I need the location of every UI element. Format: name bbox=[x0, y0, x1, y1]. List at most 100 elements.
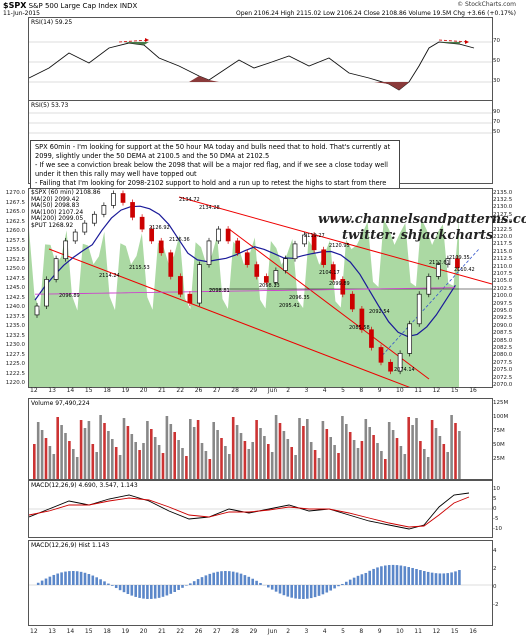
hist-bar bbox=[411, 567, 414, 585]
candle-body bbox=[349, 293, 355, 310]
hist-bar bbox=[161, 585, 165, 597]
hist-axis-0: 0 bbox=[493, 584, 497, 590]
candle-body bbox=[426, 276, 432, 295]
candle-body bbox=[359, 308, 365, 331]
volume-bar bbox=[395, 438, 399, 479]
hist-bar bbox=[185, 585, 188, 586]
candle-body bbox=[369, 329, 374, 348]
x-tick: 12 bbox=[30, 387, 38, 394]
candle-body bbox=[101, 205, 107, 215]
macd-panel: MACD(12,26,9) 4.690, 3.547, 1.143 bbox=[28, 480, 493, 538]
candle-body bbox=[34, 305, 40, 316]
volume-bar bbox=[309, 442, 313, 479]
put-tick-left: 1257.5 bbox=[5, 237, 25, 244]
ma50-line bbox=[34, 205, 456, 338]
macd-axis-5: 5 bbox=[493, 496, 497, 502]
rsi14-axis-30: 30 bbox=[493, 78, 500, 84]
volume-bar bbox=[270, 452, 274, 479]
candle-body bbox=[263, 276, 269, 283]
hist-bar bbox=[228, 571, 231, 585]
put-tick-left: 1245.0 bbox=[5, 285, 25, 291]
put-tick-left: 1267.5 bbox=[5, 199, 25, 206]
hist-bar bbox=[306, 585, 309, 599]
x-tick: 16 bbox=[469, 387, 477, 394]
volume-bar bbox=[239, 433, 243, 479]
x-tick: 10 bbox=[396, 387, 404, 394]
hist-bar bbox=[442, 573, 446, 585]
hist-bar bbox=[368, 570, 371, 585]
volume-bar bbox=[341, 416, 344, 479]
hist-bar bbox=[48, 576, 52, 585]
hist-bar bbox=[192, 581, 196, 585]
price-label: 2074.14 bbox=[394, 367, 415, 373]
hist-bar bbox=[309, 585, 313, 599]
volume-bar bbox=[95, 452, 98, 479]
rsi14-plot bbox=[29, 38, 492, 91]
x-tick: 8 bbox=[359, 628, 364, 635]
hist-bar bbox=[130, 585, 134, 596]
hist-bar bbox=[177, 585, 180, 590]
hist-bar bbox=[235, 572, 239, 585]
volume-bar bbox=[68, 441, 71, 479]
hist-bar bbox=[142, 585, 145, 599]
volume-bar bbox=[364, 419, 368, 479]
candle-body bbox=[292, 243, 298, 260]
x-tick: 15 bbox=[84, 628, 93, 635]
rsi14-axis-50: 50 bbox=[493, 58, 500, 64]
hist-bar bbox=[204, 575, 208, 585]
x-tick: 12 bbox=[30, 628, 38, 635]
price-tick-right: 2122.5 bbox=[493, 226, 513, 233]
hist-bar bbox=[169, 585, 173, 594]
price-label: 2126.92 bbox=[149, 225, 170, 231]
hist-bar bbox=[290, 585, 293, 598]
volume-bar bbox=[185, 456, 188, 479]
volume-bar bbox=[126, 426, 130, 479]
hist-bar bbox=[60, 572, 63, 585]
volume-bar bbox=[415, 418, 418, 479]
price-tick-right: 2072.5 bbox=[493, 374, 513, 381]
hist-bar bbox=[450, 572, 453, 585]
price-label: 2104.17 bbox=[319, 270, 340, 276]
candle-body bbox=[168, 252, 174, 277]
price-label: 2126.36 bbox=[169, 237, 190, 243]
x-tick: 5 bbox=[341, 628, 345, 635]
hist-bar bbox=[298, 585, 301, 599]
x-tick: 2 bbox=[286, 387, 291, 394]
x-tick: 13 bbox=[48, 387, 56, 394]
note-line-5: - Failing that I'm looking for 2098-2102… bbox=[35, 179, 387, 187]
x-tick: 22 bbox=[176, 387, 185, 394]
rsi5-plot bbox=[29, 112, 492, 134]
volume-bar bbox=[114, 447, 118, 479]
put-tick-left: 1225.0 bbox=[5, 361, 25, 367]
hist-bar bbox=[231, 571, 235, 585]
channel-mid bbox=[228, 228, 430, 380]
hist-bar bbox=[87, 574, 91, 585]
candle-body bbox=[139, 216, 145, 230]
candle-body bbox=[120, 193, 126, 203]
price-tick-right: 2080.0 bbox=[493, 352, 513, 359]
hist-bar bbox=[426, 571, 430, 585]
hist-bar bbox=[181, 585, 184, 588]
put-tick-left: 1252.5 bbox=[5, 256, 25, 263]
volume-bar bbox=[103, 423, 106, 479]
hist-bar bbox=[454, 571, 457, 585]
hist-bar bbox=[200, 577, 204, 585]
price-tick-right: 2112.5 bbox=[493, 256, 513, 263]
volume-bar bbox=[200, 443, 204, 479]
volume-bar bbox=[278, 423, 282, 479]
put-tick-left: 1265.0 bbox=[5, 209, 25, 215]
volume-bar bbox=[64, 433, 67, 479]
hist-bar bbox=[458, 570, 461, 585]
ma200-line bbox=[34, 287, 456, 295]
volume-bar bbox=[391, 430, 395, 479]
candle-body bbox=[72, 231, 78, 242]
volume-bar bbox=[430, 420, 434, 479]
hist-bar bbox=[376, 567, 379, 585]
price-tick-right: 2107.5 bbox=[493, 271, 513, 277]
hist-bar bbox=[302, 585, 305, 599]
hist-bar bbox=[40, 580, 44, 585]
price-label: 2120.95 bbox=[329, 243, 350, 249]
price-tick-right: 2105.0 bbox=[493, 278, 513, 285]
volume-bar bbox=[208, 459, 212, 479]
volume-bar bbox=[44, 438, 48, 479]
